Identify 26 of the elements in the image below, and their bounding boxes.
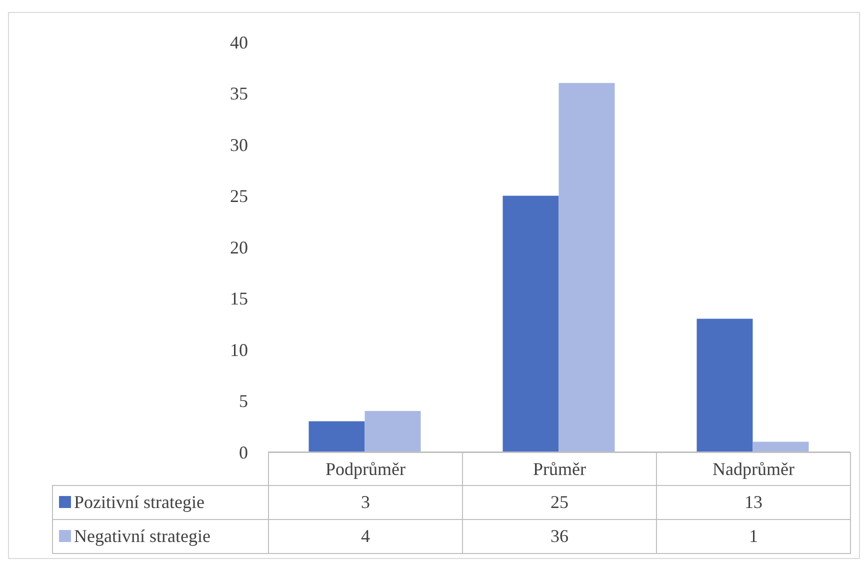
y-tick-label: 15 xyxy=(230,288,248,309)
y-tick-label: 25 xyxy=(230,186,248,206)
bar xyxy=(502,196,559,452)
data-label: 13 xyxy=(656,486,850,520)
x-tick-label: Podprůměr xyxy=(268,452,462,486)
legend-label: Pozitivní strategie xyxy=(73,492,204,512)
y-tick-label: 0 xyxy=(239,442,248,462)
y-tick-label: 20 xyxy=(230,237,248,258)
x-tick-label: Průměr xyxy=(462,452,656,486)
y-tick-label: 40 xyxy=(230,32,248,52)
data-label: 4 xyxy=(268,520,462,554)
bar xyxy=(364,411,421,452)
data-label: 3 xyxy=(268,486,462,520)
data-label: 25 xyxy=(462,486,656,520)
bar xyxy=(558,83,615,452)
bar xyxy=(752,442,809,452)
y-tick-label: 5 xyxy=(239,391,248,412)
y-tick-label: 35 xyxy=(230,84,248,104)
bar xyxy=(308,421,365,452)
bar xyxy=(696,318,753,452)
y-tick-label: 10 xyxy=(230,340,248,360)
legend-label: Negativní strategie xyxy=(73,526,210,546)
y-tick-label: 30 xyxy=(230,134,248,155)
data-label: 36 xyxy=(462,520,656,554)
data-label: 1 xyxy=(656,520,850,554)
x-tick-label: Nadprůměr xyxy=(656,452,850,486)
